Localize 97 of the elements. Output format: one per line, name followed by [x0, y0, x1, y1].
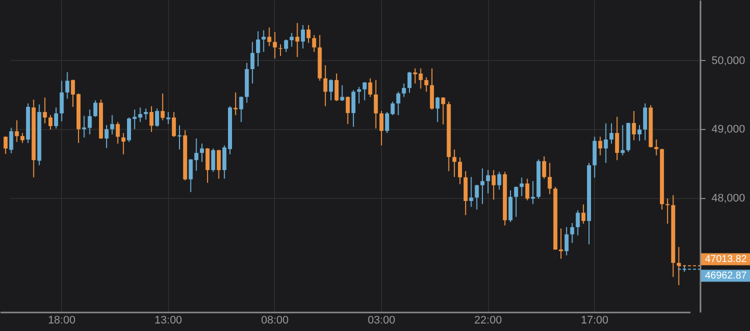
candlestick: [42, 97, 47, 124]
candlestick: [452, 148, 456, 178]
candlestick: [514, 186, 518, 218]
candlestick: [430, 68, 434, 110]
candlestick: [178, 124, 182, 150]
candlestick: [441, 96, 446, 125]
y-tick-label: 48,000: [712, 192, 746, 204]
candlestick: [576, 210, 580, 236]
candlestick: [272, 31, 277, 59]
candlestick: [334, 73, 339, 102]
candlestick: [14, 120, 19, 142]
candlestick: [323, 64, 328, 107]
candlestick: [497, 171, 502, 190]
candlestick: [20, 132, 24, 144]
candlestick: [155, 108, 160, 128]
candlestick: [278, 44, 282, 57]
candlestick: [379, 110, 384, 146]
candlestick: [374, 80, 378, 130]
candlestick: [654, 139, 658, 156]
x-tick-label: 17:00: [580, 314, 608, 326]
ref-line-label: 46962.87: [705, 270, 748, 282]
candlestick: [239, 96, 244, 122]
candlestick: [480, 168, 484, 205]
candlestick: [469, 176, 474, 208]
candlestick: [121, 132, 126, 155]
candlestick: [598, 136, 602, 156]
candlestick: [194, 138, 198, 172]
candlestick: [464, 170, 468, 216]
y-tick-label: 49,000: [712, 124, 746, 136]
candlestick: [508, 190, 512, 222]
candlestick: [312, 34, 316, 52]
candlestick: [200, 143, 204, 162]
y-tick-label: 50,000: [712, 54, 746, 67]
candlestick: [262, 30, 266, 52]
candlestick: [570, 222, 574, 244]
candlestick: [234, 92, 238, 116]
candlestick: [306, 24, 311, 44]
x-tick-label: 03:00: [368, 314, 396, 326]
candlestick: [525, 178, 530, 201]
candlestick: [267, 26, 272, 47]
candlestick: [548, 162, 552, 195]
candlestick: [643, 102, 648, 141]
candlestick: [340, 84, 344, 102]
candlestick: [492, 170, 496, 200]
candlestick: [284, 39, 288, 52]
candlestick: [4, 136, 8, 154]
candlestick: [116, 121, 120, 144]
candlestick: [609, 122, 614, 144]
candlestick: [638, 124, 642, 142]
candlestick: [110, 114, 114, 135]
candlestick: [564, 226, 569, 256]
candlestick: [295, 22, 300, 58]
candlestick: [144, 108, 148, 120]
x-tick-label: 08:00: [261, 314, 289, 326]
candlestick: [615, 116, 620, 161]
candlestick: [149, 106, 154, 132]
candlestick: [604, 122, 608, 164]
candlestick: [65, 72, 70, 100]
candlestick: [60, 80, 64, 122]
x-tick-label: 18:00: [48, 314, 76, 326]
candlestick: [368, 78, 372, 98]
candlestick: [188, 158, 193, 193]
candlestick: [581, 204, 586, 224]
candlestick: [402, 83, 406, 98]
candlestick: [172, 112, 176, 138]
candlestick: [250, 41, 254, 84]
candlestick: [486, 170, 490, 194]
candlestick: [206, 148, 210, 184]
candlestick: [362, 82, 367, 101]
candlestick: [104, 124, 109, 149]
candlestick: [93, 100, 98, 118]
candlestick: [328, 78, 333, 101]
candlestick: [632, 110, 636, 141]
candlestick: [458, 156, 462, 185]
candlestick: [256, 30, 260, 67]
candlestick: [300, 24, 305, 49]
candlestick: [396, 91, 400, 116]
candlestick: [436, 96, 440, 122]
candlestick: [88, 109, 92, 135]
candlestick: [666, 198, 670, 224]
candlestick: [211, 148, 216, 172]
candlestick: [48, 114, 52, 130]
candlestick: [346, 96, 350, 125]
candlestick: [474, 184, 479, 210]
candlestick: [620, 124, 625, 156]
candlestick: [160, 92, 165, 121]
candlestick: [520, 177, 524, 197]
candlestick: [542, 156, 546, 180]
candlestick: [54, 107, 58, 130]
candlestick: [351, 90, 356, 128]
candlestick: [9, 127, 14, 154]
x-tick-label: 13:00: [154, 314, 182, 326]
ref-line-label: 47013.82: [705, 254, 748, 266]
x-tick-label: 22:00: [474, 314, 502, 326]
candlestick: [408, 71, 412, 94]
candlestick: [424, 76, 428, 92]
candlestick: [216, 149, 221, 180]
